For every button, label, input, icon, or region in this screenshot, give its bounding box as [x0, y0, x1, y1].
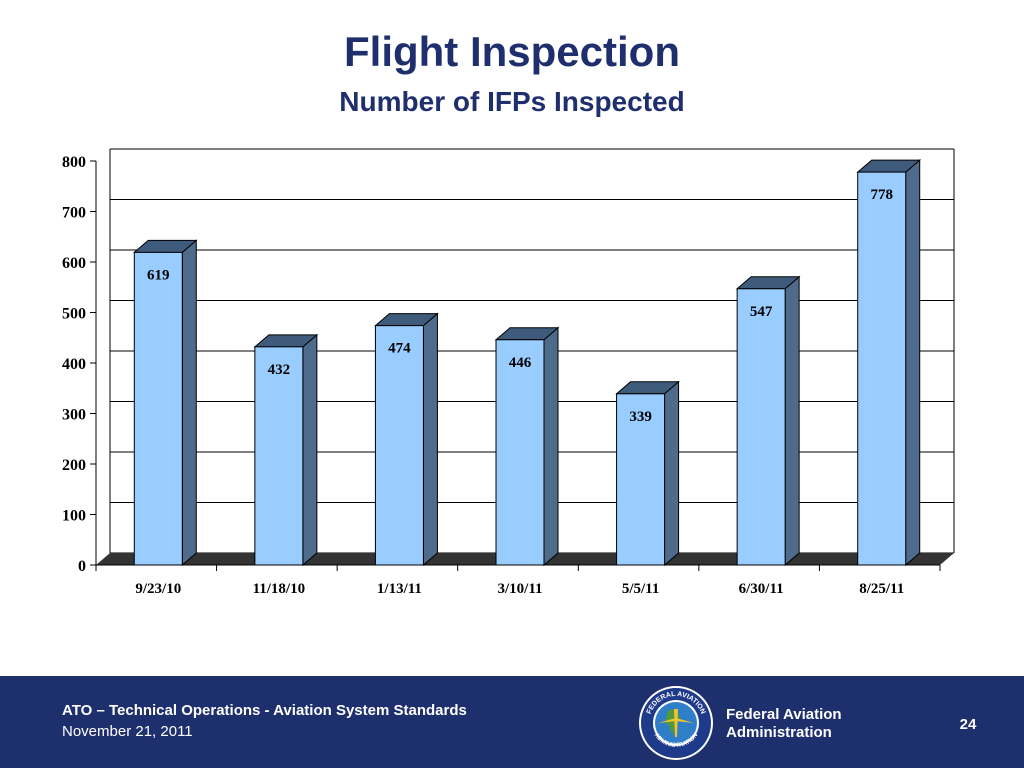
- chart-bars: [132, 159, 922, 567]
- bar: [254, 346, 304, 566]
- y-tick-label: 700: [62, 205, 86, 222]
- bar-side: [784, 275, 800, 567]
- agency-name-line1: Federal Aviation: [726, 706, 842, 723]
- data-label: 778: [870, 187, 893, 203]
- y-tick-label: 100: [62, 508, 86, 525]
- agency-name: Federal Aviation Administration: [726, 706, 842, 742]
- data-label: 619: [147, 267, 170, 283]
- data-label: 432: [268, 362, 291, 378]
- slide-footer: ATO – Technical Operations - Aviation Sy…: [0, 676, 1024, 768]
- bar: [133, 251, 183, 566]
- faa-seal-logo: FEDERAL AVIATION ADMINISTRATION: [639, 686, 713, 760]
- bar: [616, 393, 666, 566]
- y-tick-label: 800: [62, 154, 86, 171]
- slide-subtitle: Number of IFPs Inspected: [339, 86, 685, 117]
- bar: [374, 325, 424, 566]
- data-label: 446: [509, 355, 532, 371]
- x-tick-label: 9/23/10: [135, 581, 181, 597]
- bar-side: [543, 326, 559, 567]
- slide-title: Flight Inspection: [344, 28, 680, 75]
- bar-side: [905, 159, 921, 567]
- y-tick-label: 200: [62, 457, 86, 474]
- x-tick-label: 3/10/11: [497, 581, 542, 597]
- x-tick-label: 8/25/11: [859, 581, 904, 597]
- y-tick-label: 0: [78, 558, 86, 575]
- bar: [736, 288, 786, 566]
- x-tick-label: 11/18/10: [253, 581, 306, 597]
- x-tick-label: 6/30/11: [739, 581, 784, 597]
- data-label: 339: [629, 409, 652, 425]
- y-tick-label: 300: [62, 407, 86, 424]
- bar-side: [302, 333, 318, 567]
- data-label: 474: [388, 341, 411, 357]
- page-number: 24: [959, 716, 977, 733]
- footer-date: November 21, 2011: [62, 723, 193, 740]
- bar: [495, 339, 545, 566]
- chart-labels: 0 100 200 300 400 500 600 700 800 619 9/23/10 432 11…: [62, 154, 904, 597]
- bar-side: [181, 239, 197, 567]
- data-label: 547: [750, 304, 773, 320]
- agency-name-line2: Administration: [726, 724, 832, 741]
- x-tick-label: 1/13/11: [377, 581, 422, 597]
- y-tick-label: 600: [62, 255, 86, 272]
- footer-organization: ATO – Technical Operations - Aviation Sy…: [62, 702, 467, 719]
- x-tick-label: 5/5/11: [622, 581, 660, 597]
- bar-side: [664, 380, 680, 567]
- y-tick-label: 400: [62, 356, 86, 373]
- bar: [857, 171, 907, 566]
- bar-chart: 0 100 200 300 400 500 600 700 800 619 9/23/10 432 11…: [62, 148, 955, 597]
- y-tick-label: 500: [62, 306, 86, 323]
- bar-side: [422, 312, 438, 567]
